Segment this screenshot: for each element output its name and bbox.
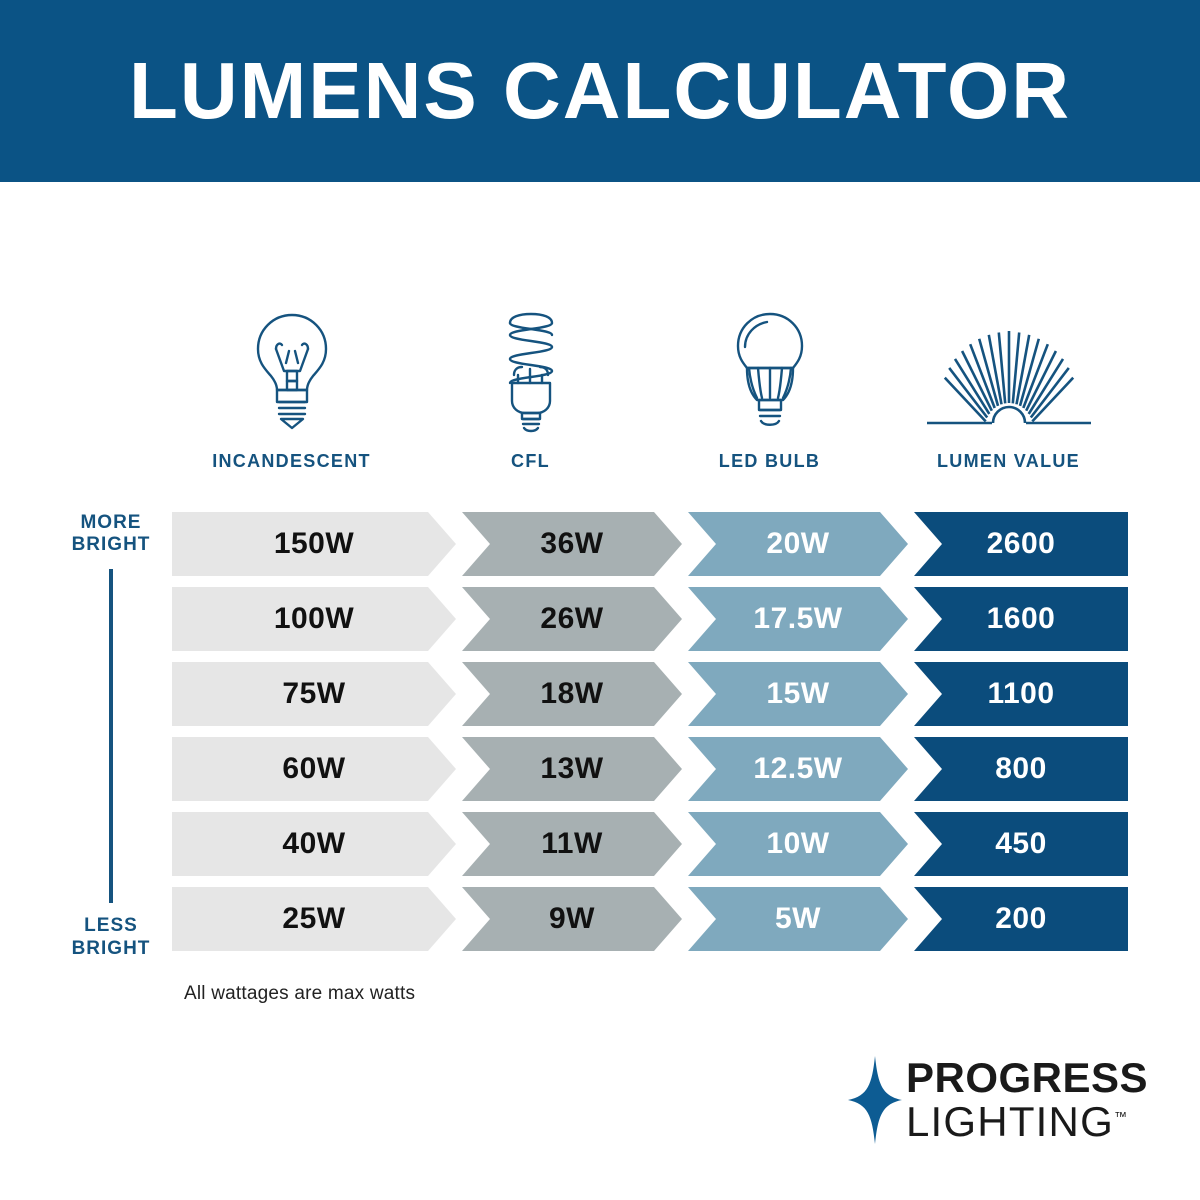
cell-value: 11W xyxy=(541,827,603,860)
table-cell-led-bulb: 5W xyxy=(688,887,908,951)
cell-value: 15W xyxy=(766,677,830,710)
table-cell-led-bulb: 20W xyxy=(688,512,908,576)
table-row: 40W 11W 10W 450 xyxy=(172,812,1128,876)
cell-value: 26W xyxy=(540,602,604,635)
column-header-label: LUMEN VALUE xyxy=(937,451,1080,471)
cfl-bulb-icon xyxy=(492,309,570,433)
table-cell-cfl: 18W xyxy=(462,662,682,726)
page-title: LUMENS CALCULATOR xyxy=(128,46,1072,135)
logo-progress-text: PROGRESS xyxy=(906,1054,1149,1102)
table-row: 150W 36W 20W 2600 xyxy=(172,512,1128,576)
cell-value: 60W xyxy=(282,752,346,785)
table-cell-led-bulb: 15W xyxy=(688,662,908,726)
table-cell-incandescent: 100W xyxy=(172,587,456,651)
cell-value: 200 xyxy=(995,902,1047,935)
table-cell-led-bulb: 17.5W xyxy=(688,587,908,651)
cell-value: 36W xyxy=(540,527,604,560)
table-cell-led-bulb: 10W xyxy=(688,812,908,876)
cell-value: 25W xyxy=(282,902,346,935)
progress-lighting-logo: PROGRESS LIGHTING™ xyxy=(846,1052,1148,1148)
cell-value: 40W xyxy=(282,827,346,860)
cell-value: 1100 xyxy=(987,677,1055,710)
table-cell-cfl: 26W xyxy=(462,587,682,651)
column-header-label: INCANDESCENT xyxy=(212,451,371,471)
header-banner: LUMENS CALCULATOR xyxy=(0,0,1200,182)
led-bulb-icon xyxy=(730,309,810,433)
column-header-label: CFL xyxy=(511,451,550,471)
logo-wordmark: PROGRESS LIGHTING™ xyxy=(906,1056,1148,1143)
table-cell-cfl: 9W xyxy=(462,887,682,951)
cell-value: 20W xyxy=(766,527,830,560)
axis-label-more-bright-line1: MORE xyxy=(80,512,142,533)
table-cell-lumen-value: 200 xyxy=(914,887,1128,951)
logo-lighting-text: LIGHTING™ xyxy=(906,1100,1148,1144)
cell-value: 450 xyxy=(995,827,1047,860)
table-cell-lumen-value: 1100 xyxy=(914,662,1128,726)
table-row: 100W 26W 17.5W 1600 xyxy=(172,587,1128,651)
cell-value: 17.5W xyxy=(753,602,843,635)
footnote: All wattages are max watts xyxy=(184,983,416,1004)
column-header-incandescent: INCANDESCENT xyxy=(172,296,411,472)
sunburst-lumen-icon xyxy=(921,309,1097,433)
brightness-axis: MORE BRIGHT LESS BRIGHT xyxy=(56,512,166,960)
cell-value: 1600 xyxy=(986,602,1056,635)
cell-value: 5W xyxy=(775,902,821,935)
trademark-symbol: ™ xyxy=(1113,1109,1127,1124)
cell-value: 10W xyxy=(766,827,830,860)
table-row: 60W 13W 12.5W 800 xyxy=(172,737,1128,801)
axis-label-more-bright-line2: BRIGHT xyxy=(71,534,151,556)
cell-value: 13W xyxy=(540,752,604,785)
cell-value: 150W xyxy=(273,527,355,560)
column-header-led-bulb: LED BULB xyxy=(650,296,889,472)
axis-label-less-bright-line1: LESS xyxy=(84,915,138,937)
logo-lighting-word: LIGHTING xyxy=(906,1098,1114,1145)
table-cell-lumen-value: 1600 xyxy=(914,587,1128,651)
table-row: 25W 9W 5W 200 xyxy=(172,887,1128,951)
axis-label-less-bright-line2: BRIGHT xyxy=(71,937,151,959)
table-row: 75W 18W 15W 1100 xyxy=(172,662,1128,726)
table-cell-led-bulb: 12.5W xyxy=(688,737,908,801)
table-cell-lumen-value: 2600 xyxy=(914,512,1128,576)
table-cell-lumen-value: 450 xyxy=(914,812,1128,876)
table-cell-lumen-value: 800 xyxy=(914,737,1128,801)
cell-value: 12.5W xyxy=(753,752,843,785)
cell-value: 100W xyxy=(273,602,355,635)
table-cell-incandescent: 40W xyxy=(172,812,456,876)
table-cell-incandescent: 25W xyxy=(172,887,456,951)
cell-value: 18W xyxy=(540,677,604,710)
column-headers: INCANDESCENT CFL xyxy=(172,296,1128,472)
table-cell-incandescent: 60W xyxy=(172,737,456,801)
lumens-table: 150W 36W 20W 2600 100W 26W 17.5W 1600 75W 18W 15W 1… xyxy=(172,512,1128,951)
column-header-lumen-value: LUMEN VALUE xyxy=(889,296,1128,472)
cell-value: 75W xyxy=(282,677,346,710)
table-cell-cfl: 36W xyxy=(462,512,682,576)
column-header-cfl: CFL xyxy=(411,296,650,472)
axis-label-more-bright: MORE BRIGHT xyxy=(72,512,151,557)
axis-line xyxy=(109,568,113,904)
table-cell-incandescent: 75W xyxy=(172,662,456,726)
cell-value: 9W xyxy=(549,902,595,935)
table-cell-incandescent: 150W xyxy=(172,512,456,576)
table-cell-cfl: 13W xyxy=(462,737,682,801)
axis-label-less-bright: LESS BRIGHT xyxy=(72,915,151,960)
incandescent-bulb-icon xyxy=(246,309,338,433)
table-cell-cfl: 11W xyxy=(462,812,682,876)
cell-value: 800 xyxy=(995,752,1047,785)
four-point-star-icon xyxy=(846,1052,904,1148)
column-header-label: LED BULB xyxy=(718,451,821,471)
cell-value: 2600 xyxy=(986,527,1056,560)
